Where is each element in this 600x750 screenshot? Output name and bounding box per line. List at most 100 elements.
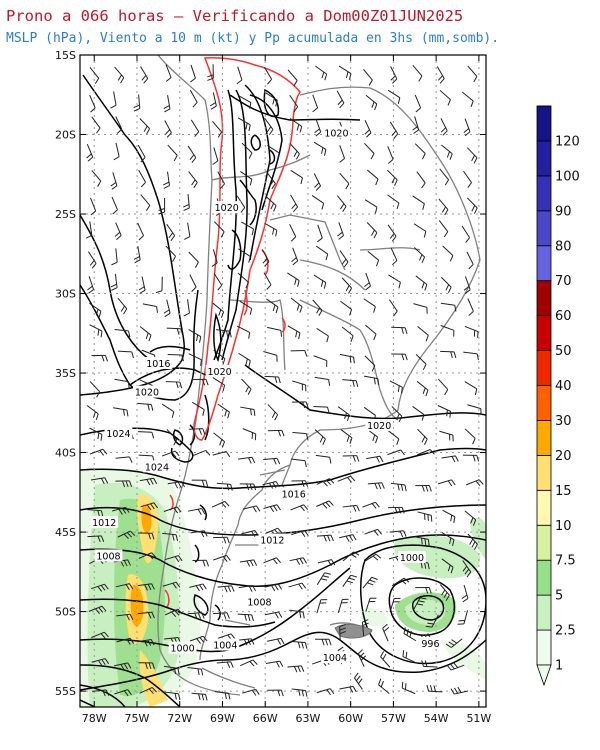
wind-barb	[463, 118, 471, 137]
map-subtitle: MSLP (hPa), Viento a 10 m (kt) y Pp acum…	[6, 31, 500, 46]
lat-tick-label: 50S	[55, 606, 76, 619]
wind-barb	[357, 649, 367, 667]
lat-tick-label: 55S	[55, 685, 76, 698]
wind-barb	[214, 221, 225, 238]
colorbar-bin	[536, 524, 552, 561]
wind-barb	[366, 222, 378, 239]
wind-barb	[261, 249, 270, 267]
wind-barb	[438, 378, 449, 396]
wind-barb	[441, 455, 459, 463]
wind-barb	[461, 584, 469, 603]
lon-tick-label: 78W	[82, 712, 107, 725]
colorbar-bin	[536, 594, 552, 631]
wind-barb	[390, 482, 407, 492]
wind-barb	[467, 298, 474, 316]
wind-barb	[110, 91, 117, 109]
wind-barb	[117, 297, 128, 315]
wind-barb	[292, 432, 309, 440]
wind-barb	[242, 428, 257, 441]
colorbar-label: 10	[555, 519, 572, 534]
isobar-label-bg	[398, 551, 426, 564]
wind-barb	[165, 381, 183, 389]
wind-barb	[364, 528, 383, 536]
wind-barb	[237, 117, 251, 132]
axis-ticks: 15S 20S 25S 30S 35S 40S 45S 50S 55S 78W 75W 72W 69W 6…	[55, 49, 491, 725]
wind-barb	[161, 450, 180, 458]
lon-tick-label: 63W	[295, 712, 320, 725]
wind-barb	[450, 686, 469, 695]
colorbar-label: 40	[555, 379, 572, 394]
map-frame	[79, 54, 487, 708]
lon-tick-label: 72W	[167, 712, 192, 725]
wind-barb	[264, 583, 283, 592]
wind-barb	[389, 597, 401, 613]
wind-barb	[113, 662, 132, 671]
wind-barb	[442, 245, 454, 262]
wind-barb	[439, 168, 450, 186]
wind-barb	[240, 659, 258, 667]
wind-barb	[192, 449, 211, 457]
wind-barb	[446, 662, 465, 671]
wind-barb	[313, 173, 322, 191]
wind-barb	[87, 535, 105, 543]
wind-barb	[187, 145, 197, 163]
isobar-label: 1000	[400, 553, 424, 564]
wind-barb	[267, 689, 284, 697]
wind-barb	[237, 272, 249, 289]
colorbar-label: 2.5	[555, 624, 576, 639]
colorbar-label: 80	[555, 239, 572, 254]
isobar-label-bg	[143, 460, 171, 473]
wind-barb	[85, 221, 93, 239]
wind-barb	[190, 119, 200, 137]
wind-barb	[240, 406, 256, 416]
wind-barb	[192, 559, 209, 567]
wind-barb	[342, 551, 360, 562]
isobar-label-bg	[258, 533, 287, 546]
wind-barb	[314, 429, 326, 446]
wind-barb	[267, 637, 285, 645]
colorbar-bin	[536, 105, 552, 142]
wind-barb	[466, 251, 474, 270]
wind-barb	[440, 350, 457, 359]
wind-barb	[440, 276, 452, 294]
wind-barb	[440, 118, 448, 136]
wind-barb	[116, 613, 134, 621]
wind-barb	[191, 479, 209, 487]
wind-barb	[291, 530, 309, 538]
wind-barb	[188, 171, 198, 189]
wind-barb	[89, 302, 102, 318]
wind-barb	[364, 272, 371, 291]
wind-barb	[289, 557, 307, 565]
wind-barb	[417, 326, 429, 342]
wind-barb	[114, 66, 125, 84]
isobar-label: 1008	[247, 598, 271, 609]
wind-barb	[239, 483, 257, 491]
wind-barb	[467, 404, 482, 415]
wind-barb	[89, 324, 103, 338]
wind-barb	[91, 583, 109, 592]
wind-barb	[412, 195, 425, 210]
isobar-label: 1012	[260, 536, 284, 547]
isobar-label-bg	[90, 516, 119, 529]
isobar-labels: 1020 1020 1016 1020 1020 1024 1024 1020 1016 1012…	[90, 126, 442, 664]
wind-barb	[438, 198, 449, 216]
wind-barb	[390, 247, 398, 266]
isobar-label-bg	[365, 419, 394, 432]
wind-barb	[189, 583, 207, 592]
wind-barb	[165, 245, 176, 263]
wind-barb	[114, 689, 132, 697]
wind-barb	[314, 376, 331, 386]
lat-tick-label: 30S	[55, 288, 76, 301]
wind-barb	[415, 586, 432, 594]
colorbar-label: 60	[555, 309, 572, 324]
wind-barb	[262, 481, 280, 489]
isobar-label: 1020	[135, 388, 159, 399]
wind-barb	[137, 611, 155, 619]
wind-barb	[316, 327, 329, 343]
wind-barb	[187, 508, 206, 515]
wind-barb	[316, 500, 334, 509]
wind-barb	[155, 276, 163, 294]
wind-barb	[289, 143, 300, 160]
wind-barb	[362, 576, 378, 589]
wind-barb	[217, 585, 235, 593]
